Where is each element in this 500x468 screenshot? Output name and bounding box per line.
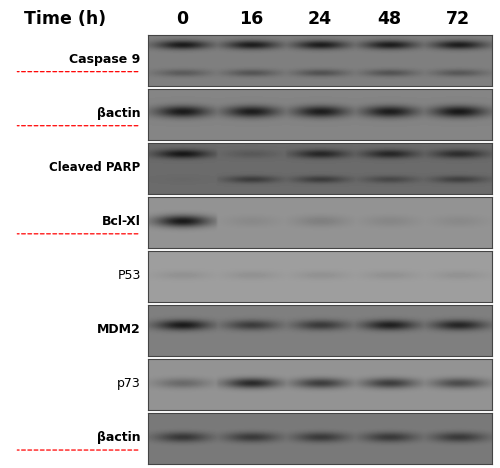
Text: βactin: βactin: [97, 431, 140, 444]
Text: 48: 48: [377, 10, 401, 28]
Text: 72: 72: [446, 10, 470, 28]
Text: MDM2: MDM2: [97, 323, 140, 336]
Text: 0: 0: [176, 10, 188, 28]
Text: Time (h): Time (h): [24, 10, 106, 28]
Text: Bcl-Xl: Bcl-Xl: [102, 215, 141, 228]
Text: 24: 24: [308, 10, 332, 28]
Text: P53: P53: [118, 269, 141, 282]
Text: Caspase 9: Caspase 9: [70, 53, 140, 66]
Text: βactin: βactin: [97, 107, 140, 120]
Text: 16: 16: [239, 10, 263, 28]
Text: Cleaved PARP: Cleaved PARP: [50, 161, 140, 174]
Text: p73: p73: [117, 377, 140, 390]
